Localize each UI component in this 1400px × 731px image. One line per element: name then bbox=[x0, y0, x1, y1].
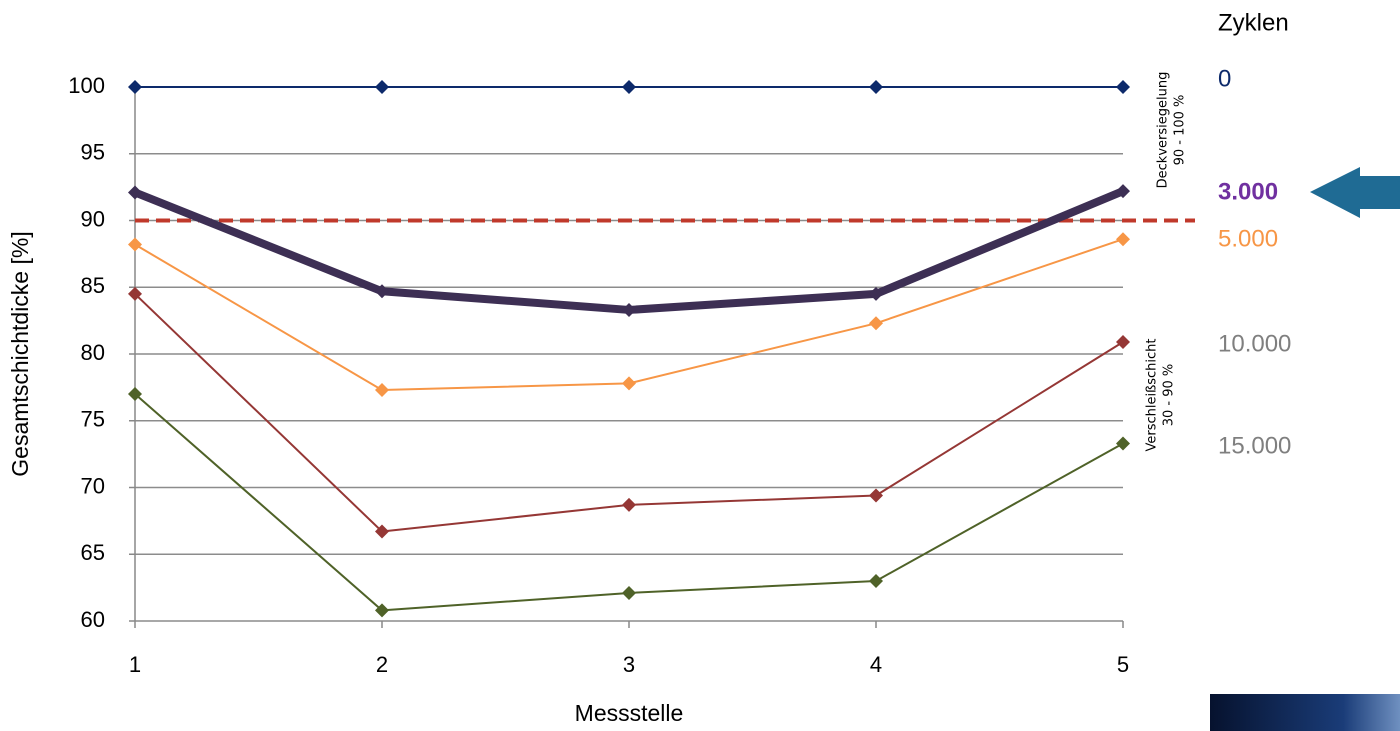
y-tick-label: 80 bbox=[81, 340, 105, 365]
y-tick-label: 60 bbox=[81, 607, 105, 632]
y-tick-label: 100 bbox=[68, 73, 105, 98]
x-tick-label: 2 bbox=[376, 652, 388, 677]
arrow bbox=[1310, 167, 1400, 218]
chart: Messstelle Gesamtschichtdicke [%] Zyklen… bbox=[0, 0, 1400, 731]
x-axis-title: Messstelle bbox=[575, 700, 684, 726]
legend-title: Zyklen bbox=[1218, 9, 1289, 36]
data-point bbox=[1116, 232, 1130, 246]
data-point bbox=[622, 498, 636, 512]
x-tick-label: 4 bbox=[870, 652, 882, 677]
y-tick-label: 75 bbox=[81, 407, 105, 432]
data-point bbox=[869, 489, 883, 503]
annotation-text: Verschleißschicht bbox=[1145, 338, 1160, 451]
y-tick-label: 95 bbox=[81, 140, 105, 165]
legend-label: 10.000 bbox=[1218, 330, 1291, 357]
annotation-text: 30 - 90 % bbox=[1162, 364, 1177, 427]
data-point bbox=[622, 303, 636, 317]
data-point bbox=[622, 80, 636, 94]
data-point bbox=[1116, 80, 1130, 94]
x-tick-label: 3 bbox=[623, 652, 635, 677]
data-point bbox=[375, 80, 389, 94]
data-point bbox=[622, 376, 636, 390]
y-tick-label: 70 bbox=[81, 473, 105, 498]
y-axis-title: Gesamtschichtdicke [%] bbox=[7, 231, 33, 476]
series-line bbox=[135, 191, 1123, 310]
y-tick-label: 65 bbox=[81, 540, 105, 565]
data-point bbox=[1116, 436, 1130, 450]
legend-label: 3.000 bbox=[1218, 178, 1278, 205]
data-point bbox=[128, 80, 142, 94]
x-tick-label: 1 bbox=[129, 652, 141, 677]
legend-label: 0 bbox=[1218, 65, 1231, 92]
data-point bbox=[869, 80, 883, 94]
y-tick-label: 85 bbox=[81, 273, 105, 298]
legend-label: 15.000 bbox=[1218, 432, 1291, 459]
legend-label: 5.000 bbox=[1218, 225, 1278, 252]
y-tick-label: 90 bbox=[81, 206, 105, 231]
data-point bbox=[869, 316, 883, 330]
data-point bbox=[375, 383, 389, 397]
data-point bbox=[128, 238, 142, 252]
data-point bbox=[869, 574, 883, 588]
annotation-text: Deckversiegelung bbox=[1156, 72, 1171, 189]
x-tick-label: 5 bbox=[1117, 652, 1129, 677]
annotation-text: 90 - 100 % bbox=[1173, 95, 1188, 166]
decor-image bbox=[1210, 694, 1400, 731]
data-point bbox=[1116, 335, 1130, 349]
data-point bbox=[622, 586, 636, 600]
series-line bbox=[135, 294, 1123, 532]
